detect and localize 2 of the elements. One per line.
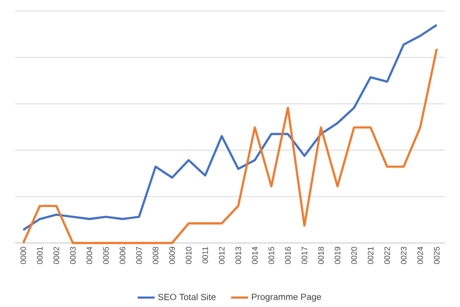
legend-label: SEO Total Site bbox=[158, 294, 216, 300]
legend-label: Programme Page bbox=[252, 294, 322, 302]
